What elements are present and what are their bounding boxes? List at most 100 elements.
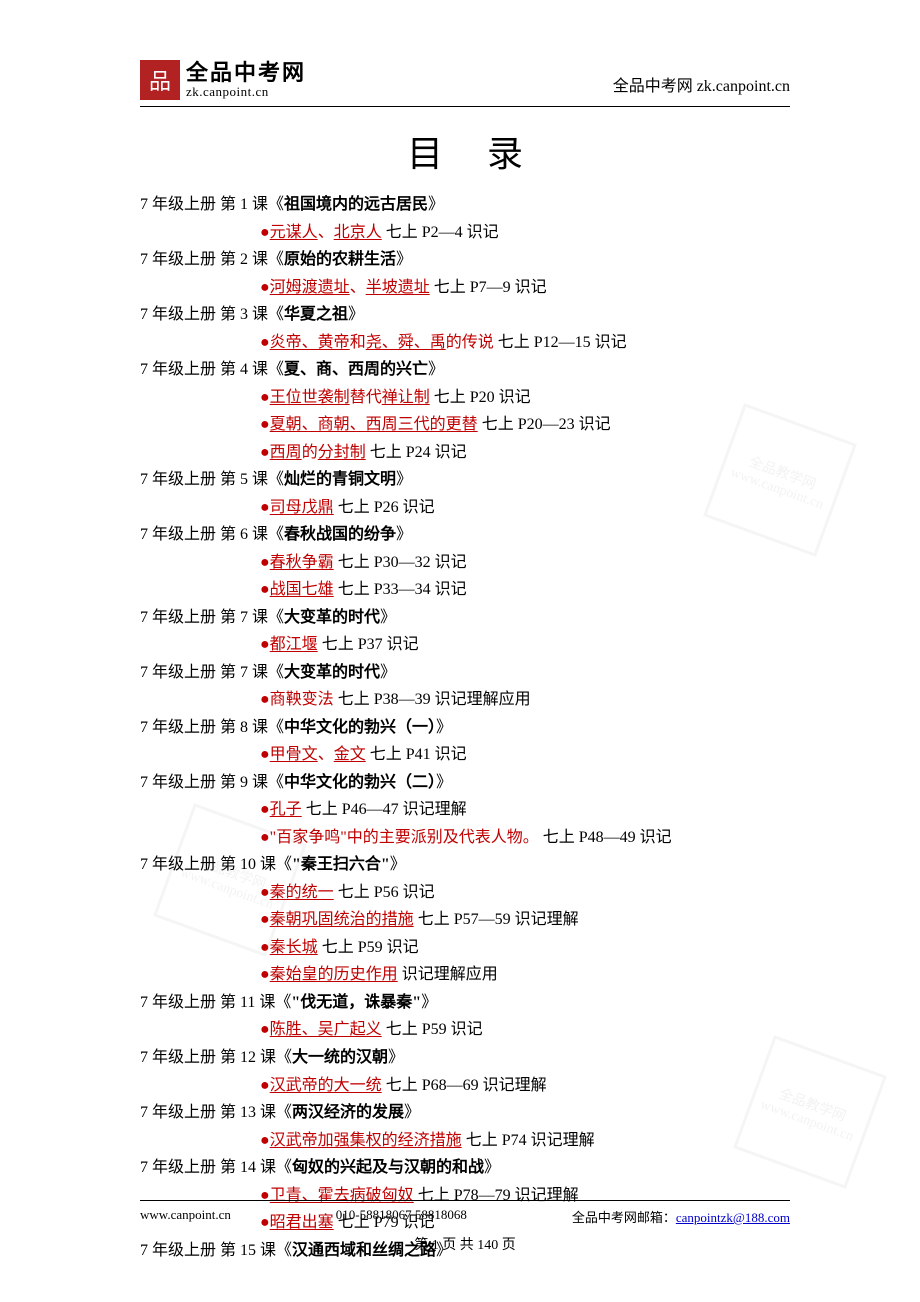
logo-cn-text: 全品中考网 [186,61,306,85]
chapter-title: "秦王扫六合" [292,856,390,873]
page-ref-text: 识记理解应用 [398,966,498,983]
footer-email-link[interactable]: canpointzk@188.com [676,1210,790,1225]
chapter-suffix: 》 [421,994,437,1011]
toc-sub-item: ●甲骨文、金文 七上 P41 识记 [140,741,790,769]
toc-chapter: 7 年级上册 第 5 课《灿烂的青铜文明》 [140,466,790,494]
chapter-suffix: 》 [428,196,444,213]
keyword-link[interactable]: 禅让制 [382,389,430,406]
bullet-icon: ● [260,746,270,763]
bullet-icon: ● [260,1132,270,1149]
toc-chapter: 7 年级上册 第 9 课《中华文化的勃兴（二）》 [140,769,790,797]
chapter-prefix: 7 年级上册 第 7 课《 [140,609,284,626]
toc-chapter: 7 年级上册 第 10 课《"秦王扫六合"》 [140,851,790,879]
page-ref-text: 七上 P26 识记 [334,499,435,516]
toc-sub-item: ●商鞅变法 七上 P38—39 识记理解应用 [140,686,790,714]
bullet-icon: ● [260,1077,270,1094]
keyword-link[interactable]: 元谋人 [270,224,318,241]
keyword-link[interactable]: 战国七雄 [270,581,334,598]
page-ref-text: 七上 P59 识记 [318,939,419,956]
keyword-link[interactable]: 秦始皇的历史作用 [270,966,398,983]
red-text: 商鞅变法 [270,691,334,708]
chapter-suffix: 》 [436,719,452,736]
chapter-title: 大一统的汉朝 [292,1049,388,1066]
chapter-suffix: 》 [484,1159,500,1176]
page-number: 第 1 页 共 140 页 [140,1234,790,1254]
chapter-suffix: 》 [390,856,406,873]
page-ref-text: 七上 P56 识记 [334,884,435,901]
keyword-link[interactable]: 秦朝巩固统治的措施 [270,911,414,928]
keyword-link[interactable]: 秦长城 [270,939,318,956]
chapter-prefix: 7 年级上册 第 13 课《 [140,1104,292,1121]
toc-sub-item: ●孔子 七上 P46—47 识记理解 [140,796,790,824]
toc-chapter: 7 年级上册 第 2 课《原始的农耕生活》 [140,246,790,274]
chapter-title: 匈奴的兴起及与汉朝的和战 [292,1159,484,1176]
keyword-link[interactable]: 司母戊鼎 [270,499,334,516]
keyword-link[interactable]: 西周 [270,444,302,461]
keyword-link[interactable]: 甲骨文 [270,746,318,763]
toc-chapter: 7 年级上册 第 11 课《"伐无道，诛暴秦"》 [140,989,790,1017]
toc-sub-item: ●汉武帝加强集权的经济措施 七上 P74 识记理解 [140,1127,790,1155]
bullet-icon: ● [260,1021,270,1038]
logo-url-text: zk.canpoint.cn [186,85,306,99]
keyword-link[interactable]: 都江堰 [270,636,318,653]
page-ref-text: 七上 P24 识记 [366,444,467,461]
table-of-contents: 7 年级上册 第 1 课《祖国境内的远古居民》●元谋人、北京人 七上 P2—4 … [140,191,790,1264]
keyword-link[interactable]: 炎帝、黄帝 [270,334,350,351]
keyword-link[interactable]: 孔子 [270,801,302,818]
footer-email-label: 全品中考网邮箱： [572,1210,676,1225]
page-ref-text: 七上 P33—34 识记 [334,581,467,598]
keyword-link[interactable]: 夏朝、商朝、西周三代的更替 [270,416,478,433]
keyword-link[interactable]: 分封制 [318,444,366,461]
bullet-icon: ● [260,499,270,516]
chapter-suffix: 》 [396,251,412,268]
keyword-link[interactable]: 金文 [334,746,366,763]
bullet-icon: ● [260,829,270,846]
chapter-title: 祖国境内的远古居民 [284,196,428,213]
keyword-link[interactable]: 秦的统一 [270,884,334,901]
footer-separator [140,1200,790,1201]
logo-mark: 品 [140,60,180,100]
chapter-suffix: 》 [380,609,396,626]
bullet-icon: ● [260,554,270,571]
bullet-icon: ● [260,884,270,901]
chapter-suffix: 》 [396,471,412,488]
chapter-title: 中华文化的勃兴（二） [284,774,436,791]
page-header: 品 全品中考网 zk.canpoint.cn 全品中考网 zk.canpoint… [140,60,790,100]
keyword-link[interactable]: 王位世袭制 [270,389,350,406]
toc-sub-item: ●王位世袭制替代禅让制 七上 P20 识记 [140,384,790,412]
keyword-link[interactable]: 北京人 [334,224,382,241]
page-ref-text: 七上 P7—9 识记 [430,279,547,296]
footer-phone: 010-58818067 58818068 [336,1207,467,1226]
chapter-suffix: 》 [348,306,364,323]
bullet-icon: ● [260,224,270,241]
red-text: 的传说 [446,334,494,351]
chapter-suffix: 》 [388,1049,404,1066]
page-ref-text: 七上 P57—59 识记理解 [414,911,579,928]
page-ref-text: 七上 P46—47 识记理解 [302,801,467,818]
bullet-icon: ● [260,939,270,956]
toc-sub-item: ●元谋人、北京人 七上 P2—4 识记 [140,219,790,247]
keyword-link[interactable]: 半坡遗址 [366,279,430,296]
red-text: 、 [318,224,334,241]
chapter-suffix: 》 [396,526,412,543]
toc-sub-item: ●炎帝、黄帝和尧、舜、禹的传说 七上 P12—15 识记 [140,329,790,357]
chapter-suffix: 》 [436,774,452,791]
keyword-link[interactable]: 汉武帝加强集权的经济措施 [270,1132,462,1149]
keyword-link[interactable]: 河姆渡遗址 [270,279,350,296]
chapter-title: "伐无道，诛暴秦" [291,994,421,1011]
page-ref-text: 七上 P41 识记 [366,746,467,763]
keyword-link[interactable]: 汉武帝的大一统 [270,1077,382,1094]
chapter-title: 两汉经济的发展 [292,1104,404,1121]
toc-chapter: 7 年级上册 第 4 课《夏、商、西周的兴亡》 [140,356,790,384]
keyword-link[interactable]: 陈胜、吴广起义 [270,1021,382,1038]
page-ref-text: 七上 P2—4 识记 [382,224,499,241]
toc-sub-item: ●战国七雄 七上 P33—34 识记 [140,576,790,604]
keyword-link[interactable]: 尧、舜、禹 [366,334,446,351]
footer-url: www.canpoint.cn [140,1207,231,1226]
bullet-icon: ● [260,581,270,598]
chapter-prefix: 7 年级上册 第 8 课《 [140,719,284,736]
chapter-prefix: 7 年级上册 第 1 课《 [140,196,284,213]
toc-sub-item: ●"百家争鸣"中的主要派别及代表人物。 七上 P48—49 识记 [140,824,790,852]
keyword-link[interactable]: 春秋争霸 [270,554,334,571]
page-ref-text: 七上 P38—39 识记理解应用 [334,691,531,708]
